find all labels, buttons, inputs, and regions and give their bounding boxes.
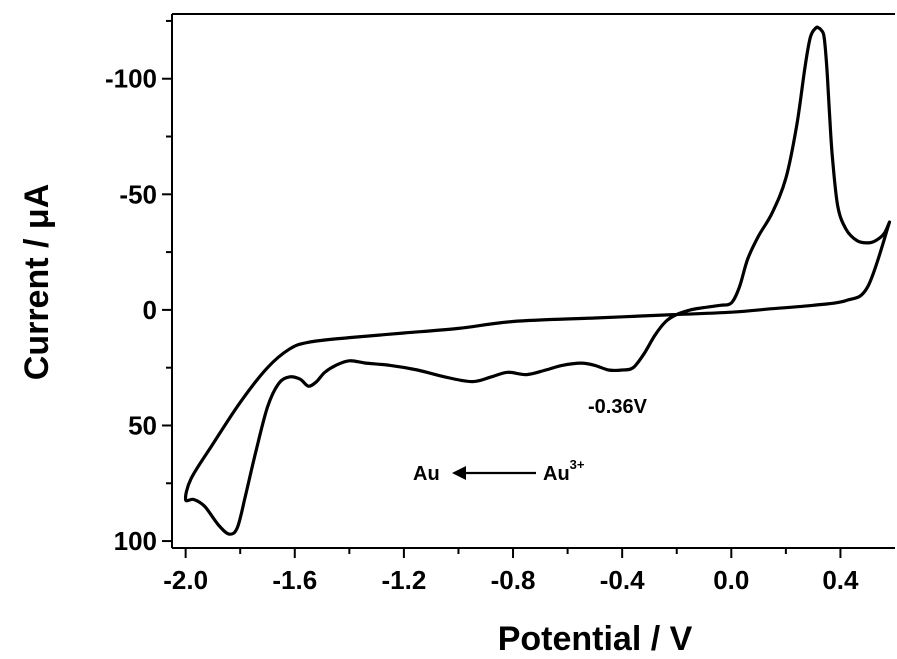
x-tick-label: -1.6 [272, 565, 317, 595]
y-tick-label: 100 [114, 526, 157, 556]
x-tick-label: 0.0 [713, 565, 749, 595]
reaction-arrow-head-icon [452, 466, 466, 480]
reduction-annotation: Au Au3+ [413, 457, 585, 485]
x-tick-label: 0.4 [822, 565, 859, 595]
x-tick-label: -0.4 [600, 565, 645, 595]
x-axis-title: Potential / V [498, 620, 693, 658]
y-tick-label: 0 [143, 295, 157, 325]
plot-frame [171, 13, 895, 549]
peak-annotation: -0.36V [588, 396, 648, 418]
y-axis-ticks: -100 -50 0 50 100 [105, 19, 172, 556]
y-tick-label: 50 [128, 410, 157, 440]
y-tick-label: -100 [105, 64, 157, 94]
x-tick-label: -0.8 [491, 565, 536, 595]
reaction-reactant-superscript: 3+ [570, 457, 585, 472]
x-tick-label: -2.0 [163, 565, 208, 595]
reaction-reactant-label: Au3+ [543, 457, 585, 485]
y-axis-title: Current / μA [18, 184, 56, 380]
y-tick-label: -50 [119, 179, 157, 209]
cv-curve-series [183, 25, 892, 536]
reaction-reactant-base: Au [543, 463, 570, 485]
reaction-product-label: Au [413, 463, 440, 485]
x-axis-ticks: -2.0 -1.6 -1.2 -0.8 -0.4 0.0 0.4 [163, 548, 859, 595]
x-tick-label: -1.2 [381, 565, 426, 595]
